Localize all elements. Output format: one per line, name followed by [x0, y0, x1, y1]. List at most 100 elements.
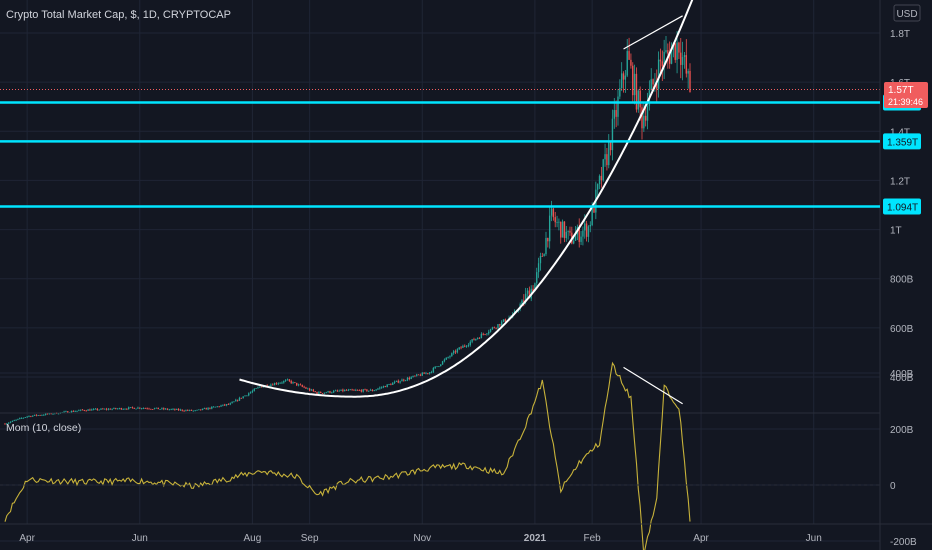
candle-body: [253, 388, 255, 391]
candle: [602, 158, 604, 182]
candle: [257, 386, 259, 389]
momentum-axis[interactable]: 400B 200B 0 -200B: [890, 369, 917, 548]
price-tag-background: [884, 82, 928, 108]
momentum-trendline-drawing[interactable]: [623, 366, 683, 405]
price-trendline-drawing[interactable]: [623, 15, 683, 50]
candle-body: [115, 407, 117, 409]
candle-body: [397, 380, 399, 383]
candlestick-series: [4, 30, 691, 425]
candle-body: [368, 390, 370, 392]
candle-body: [288, 379, 291, 381]
candle: [678, 41, 680, 59]
candle-body: [440, 364, 442, 367]
candle-body: [547, 237, 549, 242]
candle-body: [22, 417, 25, 419]
candle-body: [425, 373, 427, 374]
candle: [87, 409, 89, 411]
candle-body: [580, 236, 582, 242]
candle-body: [174, 408, 176, 410]
candle-body: [371, 389, 374, 391]
candle: [436, 366, 438, 368]
candle: [111, 408, 113, 411]
candle: [283, 380, 285, 384]
candle-body: [436, 366, 438, 368]
candle: [475, 338, 477, 341]
currency-button-frame[interactable]: [893, 4, 921, 22]
price-pane[interactable]: [0, 0, 880, 425]
candle: [244, 395, 246, 397]
candle: [683, 52, 686, 69]
candle: [582, 226, 584, 246]
candle-body: [584, 223, 586, 231]
candle-body: [620, 73, 623, 89]
candle-body: [633, 73, 636, 96]
candle: [225, 404, 228, 407]
candle-body: [251, 390, 254, 393]
time-tick-label: Apr: [693, 533, 709, 544]
candle-body: [377, 388, 379, 390]
candle: [360, 389, 363, 393]
candle-body: [683, 55, 686, 57]
candle-body: [176, 408, 178, 410]
candle-body: [231, 402, 233, 404]
candle-body: [242, 396, 244, 399]
candle-body: [392, 382, 394, 385]
candle-body: [286, 379, 289, 381]
candle: [20, 417, 23, 419]
candle: [251, 389, 254, 394]
candle: [428, 372, 431, 375]
candle-body: [273, 383, 276, 386]
candle-body: [284, 380, 287, 382]
candle-body: [19, 418, 21, 419]
momentum-tick-label: 0: [890, 481, 896, 492]
momentum-pane[interactable]: [0, 361, 880, 550]
candle-body: [111, 408, 113, 410]
candle-body: [207, 407, 209, 410]
candle-body: [473, 339, 475, 341]
candle-body: [305, 387, 307, 389]
candle-body: [65, 411, 67, 413]
candle: [665, 36, 667, 54]
candle: [170, 408, 172, 411]
candle: [467, 343, 470, 348]
candle: [183, 409, 185, 412]
candle: [456, 348, 459, 354]
candle: [393, 380, 396, 384]
candle-body: [229, 403, 231, 405]
candle-body: [406, 377, 409, 381]
candle: [560, 221, 562, 244]
candle: [643, 102, 645, 132]
candle-body: [325, 392, 327, 394]
candle: [630, 53, 632, 69]
candle-body: [342, 389, 344, 392]
candle: [235, 398, 237, 402]
currency-label[interactable]: USD: [896, 9, 917, 20]
candle: [353, 389, 355, 391]
candle: [329, 390, 331, 394]
candle: [681, 41, 684, 81]
candle: [347, 388, 350, 392]
candle: [563, 221, 566, 243]
candle: [327, 390, 329, 393]
candle: [308, 387, 311, 392]
candle-body: [35, 414, 38, 416]
candle-body: [76, 410, 78, 412]
candle: [421, 371, 423, 376]
candle-body: [118, 408, 121, 409]
candle: [476, 337, 479, 340]
candle-body: [104, 408, 106, 410]
candle: [480, 332, 483, 339]
parabolic-curve-drawing[interactable]: [239, 0, 694, 398]
time-axis[interactable]: Apr Jun Aug Sep Nov 2021 Feb Apr Jun: [19, 533, 821, 544]
candle-body: [366, 389, 368, 392]
candle-body: [98, 409, 100, 411]
candle-body: [395, 380, 398, 382]
candle: [272, 383, 274, 386]
candle-body: [375, 389, 377, 391]
candle: [332, 389, 335, 393]
candle-body: [279, 382, 281, 384]
candle: [633, 64, 636, 105]
candle-body: [290, 380, 292, 384]
candle: [214, 406, 217, 408]
